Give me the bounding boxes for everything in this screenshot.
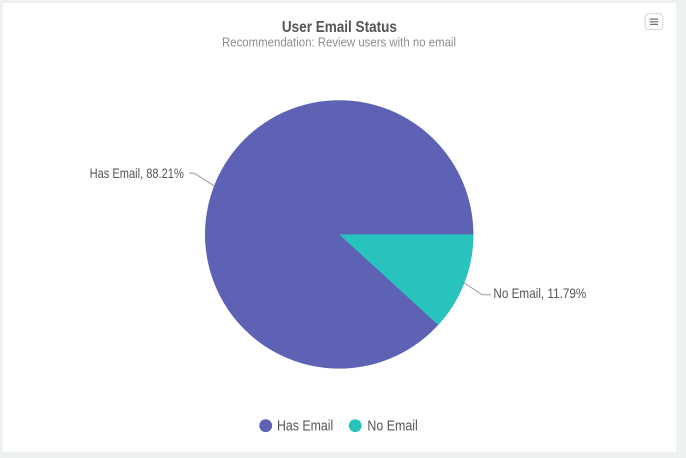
svg-text:User Email Status: User Email Status bbox=[282, 19, 397, 36]
svg-text:Has Email: Has Email bbox=[277, 419, 333, 435]
svg-text:Has Email, 88.21%: Has Email, 88.21% bbox=[90, 166, 184, 181]
svg-text:No Email, 11.79%: No Email, 11.79% bbox=[493, 286, 586, 301]
svg-text:No Email: No Email bbox=[367, 419, 417, 435]
svg-text:Recommendation: Review users w: Recommendation: Review users with no ema… bbox=[222, 36, 456, 50]
